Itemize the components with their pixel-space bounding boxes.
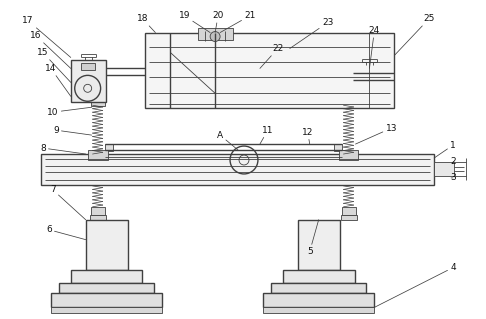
Text: 23: 23: [290, 18, 333, 48]
Bar: [342, 207, 355, 215]
Bar: [339, 150, 359, 160]
Text: 6: 6: [46, 225, 86, 240]
Text: 15: 15: [37, 48, 71, 82]
Bar: [59, 284, 155, 293]
Bar: [333, 144, 342, 151]
Text: 17: 17: [22, 16, 71, 57]
Bar: [71, 270, 142, 284]
Bar: [71, 60, 105, 102]
Text: 19: 19: [178, 11, 210, 33]
Text: 25: 25: [394, 14, 435, 56]
Bar: [41, 154, 434, 185]
Text: 22: 22: [260, 44, 283, 68]
Bar: [298, 220, 340, 270]
Text: 8: 8: [40, 144, 86, 154]
Text: A: A: [217, 130, 238, 150]
Text: 4: 4: [374, 263, 456, 307]
Bar: [104, 144, 113, 151]
Text: 5: 5: [307, 220, 319, 256]
Bar: [81, 63, 95, 70]
Bar: [51, 293, 162, 307]
Text: 12: 12: [302, 128, 313, 144]
Bar: [283, 270, 354, 284]
Bar: [263, 293, 374, 307]
Text: 7: 7: [50, 185, 86, 220]
Bar: [363, 68, 377, 75]
Bar: [91, 98, 104, 106]
Bar: [198, 27, 233, 40]
Bar: [263, 307, 374, 313]
Bar: [342, 153, 355, 158]
Text: 20: 20: [212, 11, 224, 33]
Text: 16: 16: [30, 31, 71, 68]
Text: 24: 24: [369, 26, 380, 68]
Bar: [342, 98, 355, 106]
Text: 2: 2: [450, 158, 456, 167]
Text: 1: 1: [434, 141, 456, 158]
Bar: [352, 65, 387, 107]
Bar: [341, 215, 357, 220]
Circle shape: [210, 32, 220, 41]
Bar: [90, 215, 105, 220]
Bar: [145, 33, 394, 108]
Bar: [86, 220, 127, 270]
Bar: [51, 307, 162, 313]
Text: 18: 18: [137, 14, 156, 33]
Bar: [434, 162, 454, 176]
Text: 13: 13: [355, 124, 397, 144]
Text: 21: 21: [220, 11, 256, 33]
Bar: [271, 284, 366, 293]
Text: 10: 10: [47, 107, 92, 117]
Text: 3: 3: [450, 174, 456, 182]
Bar: [91, 207, 104, 215]
Bar: [91, 153, 104, 158]
Text: 14: 14: [45, 64, 71, 96]
Bar: [87, 150, 107, 160]
Text: 9: 9: [53, 126, 92, 135]
Text: 11: 11: [260, 126, 274, 144]
